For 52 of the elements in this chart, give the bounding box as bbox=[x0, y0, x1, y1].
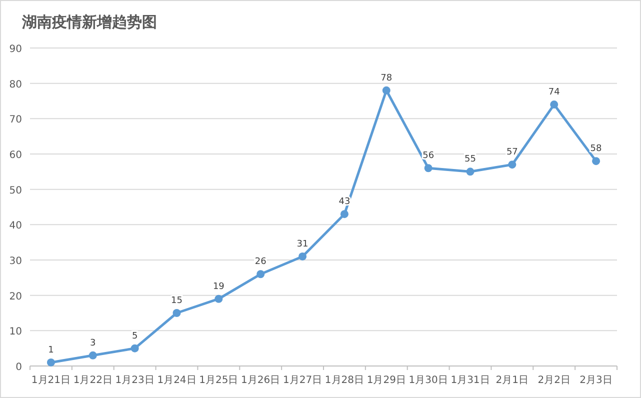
title: 湖南疫情新增趋势图 bbox=[22, 13, 157, 31]
data-label: 1 bbox=[48, 345, 54, 356]
data-label: 5 bbox=[132, 331, 138, 342]
point bbox=[340, 210, 348, 218]
data-label: 57 bbox=[506, 148, 518, 158]
data-label: 19 bbox=[212, 282, 225, 292]
data-label: 58 bbox=[590, 144, 602, 154]
x-tick-label: 1月25日 bbox=[199, 375, 238, 386]
y-tick-label: 20 bbox=[9, 291, 22, 302]
point bbox=[172, 309, 181, 317]
point bbox=[424, 164, 432, 172]
y-tick-label: 60 bbox=[9, 150, 22, 161]
data-label: 78 bbox=[380, 73, 392, 84]
data-label: 74 bbox=[548, 88, 560, 98]
y-tick-label: 40 bbox=[9, 220, 22, 232]
x-tick-label: 1月30日 bbox=[408, 375, 448, 386]
data-label: 15 bbox=[171, 296, 182, 306]
x-tick-label: 1月22日 bbox=[73, 375, 112, 386]
x-tick-label: 2月1日 bbox=[496, 375, 529, 386]
point bbox=[466, 168, 474, 176]
x-tick-label: 1月21日 bbox=[31, 375, 71, 386]
data-label: 3 bbox=[90, 338, 96, 348]
x-tick-label: 1月24日 bbox=[157, 375, 196, 386]
x-tick-label: 1月29日 bbox=[366, 375, 406, 386]
x-tick-label: 1月31日 bbox=[450, 375, 490, 386]
x-tick-label: 1月27日 bbox=[282, 375, 322, 386]
y-tick-label: 0 bbox=[16, 362, 22, 373]
data-label: 26 bbox=[254, 257, 267, 268]
y-tick-label: 50 bbox=[9, 185, 22, 196]
point bbox=[382, 86, 390, 94]
point bbox=[88, 351, 97, 360]
y-tick-label: 80 bbox=[9, 79, 22, 90]
point bbox=[256, 270, 265, 278]
x-tick-label: 1月26日 bbox=[241, 375, 280, 386]
x-tick-label: 1月23日 bbox=[115, 375, 154, 386]
point bbox=[592, 157, 600, 166]
data-label: 56 bbox=[422, 151, 434, 162]
data-label: 31 bbox=[296, 239, 308, 250]
point bbox=[550, 100, 558, 109]
x-tick-label: 2月2日 bbox=[538, 375, 570, 386]
point bbox=[46, 358, 55, 366]
point bbox=[130, 344, 139, 352]
y-tick-label: 90 bbox=[9, 44, 22, 55]
y-tick-label: 30 bbox=[9, 256, 22, 267]
point bbox=[298, 252, 307, 260]
x-tick-label: 1月28日 bbox=[324, 375, 364, 386]
x-tick-label: 2月3日 bbox=[580, 375, 612, 386]
data-label: 55 bbox=[464, 154, 476, 165]
point bbox=[508, 160, 516, 169]
y-tick-label: 70 bbox=[9, 114, 22, 126]
point bbox=[214, 294, 223, 303]
y-tick-label: 10 bbox=[9, 326, 22, 338]
